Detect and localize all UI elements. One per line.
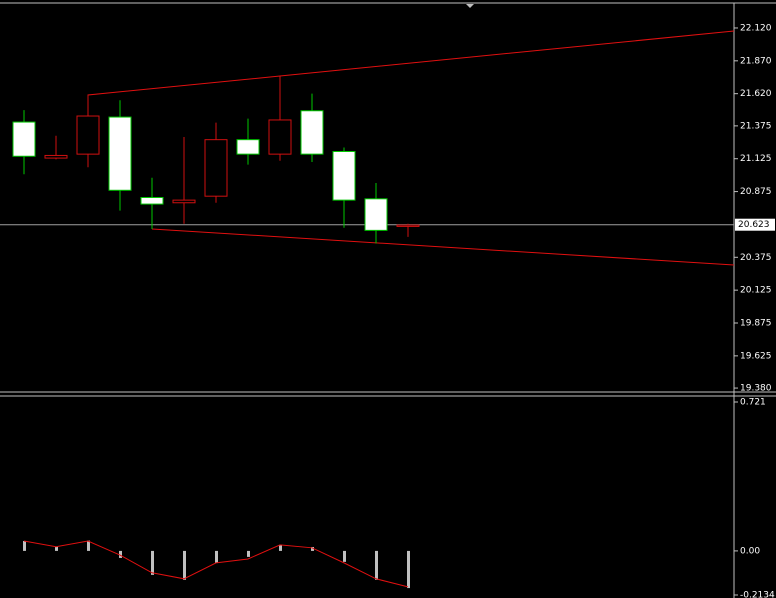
histogram-bar bbox=[375, 550, 378, 580]
current-price-box bbox=[735, 218, 775, 231]
candle-body bbox=[332, 151, 356, 201]
candle-body bbox=[236, 139, 260, 155]
candle-body bbox=[300, 110, 324, 155]
y-tick-label: 21.125 bbox=[740, 154, 772, 164]
y-tick-label: 19.380 bbox=[740, 384, 772, 394]
y-tick-label: 20.375 bbox=[740, 253, 772, 263]
histogram-bar bbox=[215, 550, 218, 563]
y-tick-label: 20.125 bbox=[740, 286, 772, 296]
histogram-bar bbox=[55, 546, 58, 551]
histogram-bar bbox=[183, 550, 186, 580]
y-tick-label: 0.00 bbox=[740, 546, 760, 556]
y-tick-label: 22.120 bbox=[740, 23, 772, 33]
candle-body bbox=[44, 154, 68, 159]
candle-body bbox=[12, 121, 36, 157]
histogram-bar bbox=[311, 546, 314, 551]
histogram-bar bbox=[343, 550, 346, 562]
shift-marker bbox=[466, 4, 474, 8]
candle-body bbox=[76, 115, 100, 155]
candle-body bbox=[364, 198, 388, 231]
trend-line bbox=[151, 228, 735, 266]
y-tick-label: 21.620 bbox=[740, 89, 772, 99]
y-tick-label: 19.875 bbox=[740, 319, 772, 329]
current-price-label: 20.623 bbox=[738, 220, 770, 230]
histogram-bar bbox=[87, 540, 90, 551]
histogram-bar bbox=[279, 544, 282, 551]
candle-body bbox=[140, 197, 164, 205]
candle-body bbox=[172, 199, 196, 204]
signal-line bbox=[23, 540, 409, 588]
histogram-bar bbox=[23, 540, 26, 551]
y-tick-label: 20.875 bbox=[740, 187, 772, 197]
y-tick-label: 0.721 bbox=[740, 397, 766, 407]
candle-body bbox=[396, 224, 420, 227]
histogram-bar bbox=[247, 550, 250, 557]
candle-body bbox=[268, 119, 292, 155]
y-tick-label: 19.625 bbox=[740, 351, 772, 361]
candle-body bbox=[108, 116, 132, 191]
histogram-bar bbox=[407, 550, 410, 589]
y-tick-label: 21.375 bbox=[740, 121, 772, 131]
y-tick-label: 21.870 bbox=[740, 56, 772, 66]
candle-body bbox=[204, 139, 228, 197]
y-tick-label: -0.2134 bbox=[740, 590, 775, 598]
histogram-bar bbox=[119, 550, 122, 558]
histogram-bar bbox=[151, 550, 154, 575]
